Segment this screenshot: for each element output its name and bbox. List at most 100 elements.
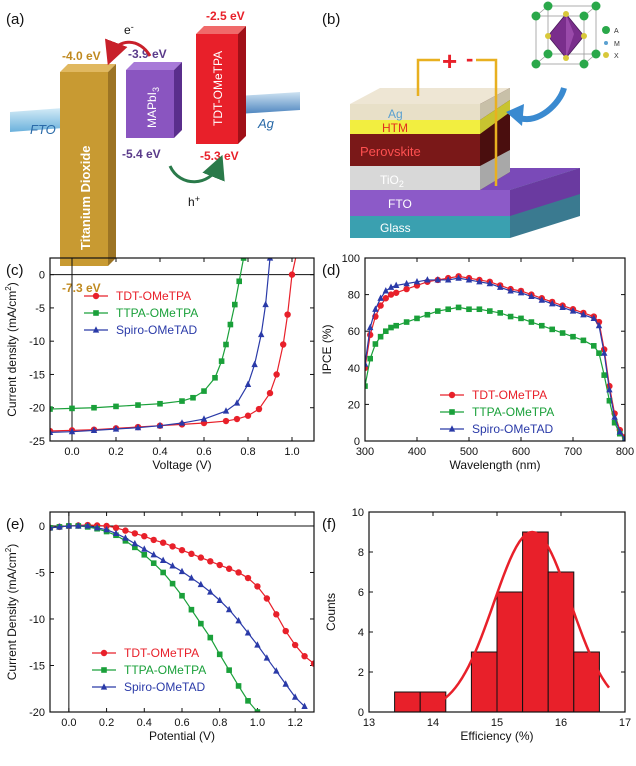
data-point-triangle	[465, 276, 473, 283]
panel-a: (a) FTO Ag Titanium Dioxide -4.0 eV -7.3…	[6, 9, 300, 295]
data-point-square	[487, 308, 493, 314]
data-point-circle	[280, 341, 287, 348]
tio2-block: Titanium Dioxide	[60, 64, 116, 266]
y-tick-label: 0	[39, 521, 45, 533]
data-point-square	[160, 569, 166, 576]
data-point-triangle	[178, 419, 186, 426]
data-point-square	[169, 580, 176, 587]
data-point-square	[476, 306, 483, 313]
layer-ag: Ag	[388, 107, 403, 121]
data-point-circle	[367, 331, 374, 339]
data-point-square	[236, 278, 242, 285]
data-point-circle	[291, 641, 299, 649]
data-point-circle	[273, 371, 280, 378]
data-point-triangle	[377, 294, 384, 301]
data-point-triangle	[244, 629, 252, 636]
data-point-triangle	[200, 415, 208, 422]
data-point-triangle	[611, 413, 618, 420]
y-tick-label: 8	[358, 547, 364, 559]
crystal-legend-a: A	[614, 28, 619, 35]
crystal-legend-m: M	[614, 41, 620, 48]
y-tick-label: -20	[29, 707, 45, 719]
data-point-triangle	[251, 360, 258, 368]
data-point-square	[549, 326, 555, 333]
data-point-square	[141, 551, 148, 558]
data-point-triangle	[291, 693, 299, 700]
panel-label-d: (d)	[322, 262, 340, 279]
hole-label-main: h	[188, 195, 195, 209]
series-line-triangle	[50, 525, 305, 707]
x-tick-label: 0.8	[240, 446, 255, 458]
data-point-triangle	[590, 314, 597, 321]
layer-tio2-main: TiO	[380, 173, 399, 187]
x-axis-label: Wavelength (nm)	[450, 458, 541, 472]
x-tick-label: 0.8	[212, 717, 227, 729]
data-point-circle	[244, 574, 252, 582]
plot-area-e	[50, 521, 314, 712]
data-point-square	[455, 304, 462, 311]
data-point-square	[179, 398, 185, 404]
data-point-square	[570, 333, 576, 340]
x-tick-label: 500	[460, 446, 478, 458]
data-point-circle	[403, 285, 410, 293]
histogram-bar	[496, 591, 524, 712]
data-point-square	[254, 709, 261, 712]
data-point-square	[69, 405, 75, 412]
data-point-circle	[255, 405, 263, 413]
data-point-circle	[382, 295, 389, 302]
data-point-circle	[310, 660, 314, 667]
y-axis-label-main: Current density (mA/cm	[5, 291, 19, 417]
plot-frame-d	[364, 257, 626, 442]
data-point-square	[611, 419, 618, 426]
y-axis-label-sup: 2	[4, 547, 13, 552]
data-point-square	[157, 400, 163, 407]
data-point-square	[245, 698, 251, 704]
data-point-circle	[284, 311, 291, 318]
layer-tio2-sub: 2	[399, 179, 404, 189]
data-point-square	[190, 394, 196, 401]
data-point-square	[466, 306, 472, 313]
data-point-circle	[263, 595, 271, 602]
panel-d: (d) 300 400 500 600 700 800 0 20 40 60 80 100 Wavelen…	[320, 253, 634, 472]
plot-area-f	[394, 530, 611, 712]
x-tick-label: 0.6	[174, 717, 189, 729]
data-point-square	[207, 634, 214, 641]
x-tick-label: 300	[356, 446, 374, 458]
data-point-triangle	[455, 274, 462, 281]
data-point-triangle	[266, 258, 274, 261]
hole-label: h+	[188, 194, 200, 209]
data-point-triangle	[75, 522, 82, 529]
data-point-circle	[178, 546, 186, 554]
x-tick-label: 17	[619, 717, 631, 729]
electron-label-main: e	[124, 23, 131, 37]
data-point-circle	[197, 554, 205, 561]
y-axis-label: Counts	[324, 593, 338, 631]
layer-perovskite: Perovskite	[360, 144, 421, 159]
y-tick-label: 0	[358, 707, 364, 719]
data-point-circle	[207, 558, 214, 565]
y-tick-label: 80	[348, 290, 360, 302]
legend-label: TDT-OMeTPA	[116, 289, 191, 303]
data-point-square	[113, 403, 119, 410]
series-line-circle	[50, 258, 297, 432]
data-point-triangle	[254, 641, 261, 648]
external-circuit	[416, 58, 498, 186]
data-point-triangle	[622, 435, 625, 441]
data-point-circle	[150, 536, 157, 544]
data-point-square	[580, 337, 587, 344]
data-point-triangle	[68, 427, 76, 435]
data-point-square	[235, 683, 242, 689]
ag-label: Ag	[257, 116, 275, 131]
y-axis-label-main: Current Density (mA/cm	[5, 552, 19, 680]
data-point-triangle	[507, 287, 514, 294]
y-tick-label: 10	[352, 507, 364, 519]
legend-marker	[92, 292, 100, 300]
legend-marker	[92, 326, 100, 333]
data-point-circle	[122, 527, 129, 534]
hole-arrow	[168, 154, 225, 184]
legend-label: Spiro-OMeTAD	[472, 422, 553, 436]
data-point-circle	[169, 543, 176, 550]
y-tick-label: 40	[348, 363, 360, 375]
x-axis-label: Potential (V)	[149, 729, 215, 743]
htm-cb-label: -2.5 eV	[206, 9, 245, 23]
